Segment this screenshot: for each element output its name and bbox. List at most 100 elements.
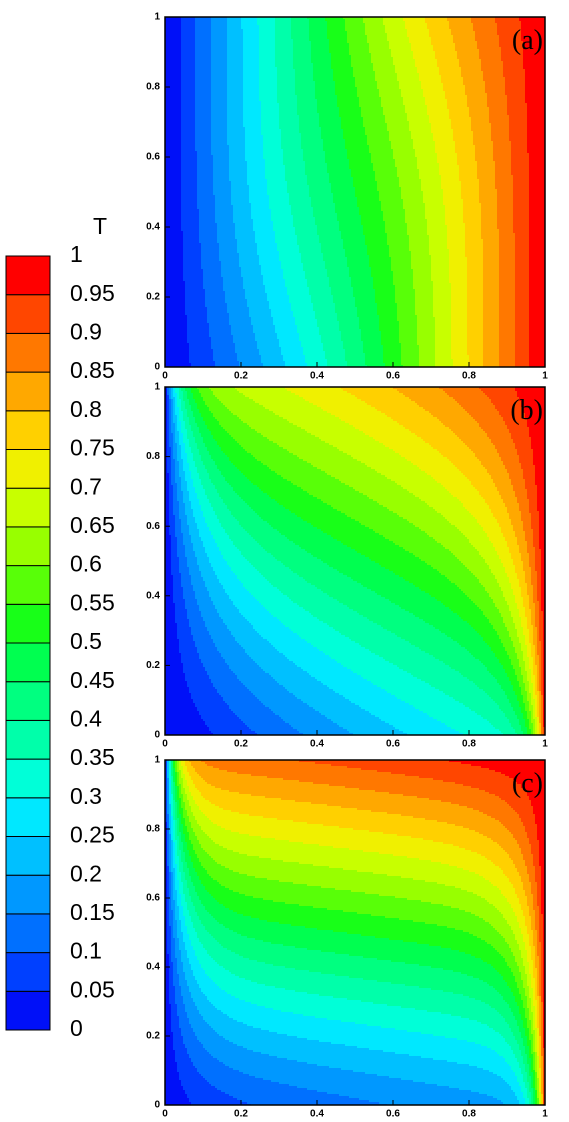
contour-band: [457, 435, 487, 438]
contour-band: [243, 117, 261, 120]
contour-band: [165, 55, 181, 58]
contour-band: [381, 411, 429, 414]
contour-band: [515, 353, 529, 356]
contour-band: [365, 33, 387, 36]
contour-band: [449, 491, 479, 494]
contour-band: [173, 407, 175, 410]
contour-band: [455, 143, 473, 146]
contour-band: [305, 359, 327, 362]
contour-band: [257, 347, 281, 350]
contour-band: [477, 165, 495, 168]
contour-band: [365, 353, 383, 356]
contour-band: [165, 405, 167, 408]
contour-band: [171, 413, 173, 416]
contour-band: [211, 147, 229, 150]
contour-band: [205, 521, 219, 524]
contour-band: [177, 457, 181, 460]
contour-band: [165, 303, 185, 306]
contour-band: [483, 429, 509, 432]
contour-band: [491, 129, 509, 132]
contour-band: [383, 217, 405, 220]
contour-band: [241, 25, 259, 28]
contour-band: [165, 19, 181, 22]
contour-band: [181, 23, 195, 26]
contour-band: [235, 229, 253, 232]
contour-band: [443, 201, 463, 204]
contour-band: [413, 141, 435, 144]
contour-band: [165, 293, 185, 296]
contour-band: [419, 175, 441, 178]
contour-band: [453, 39, 475, 42]
contour-band: [333, 297, 355, 300]
contour-band: [315, 317, 337, 320]
contour-band: [529, 255, 545, 258]
contour-band: [213, 159, 229, 162]
contour-band: [531, 445, 545, 448]
contour-band: [529, 297, 545, 300]
contour-band: [323, 141, 345, 144]
contour-band: [387, 39, 409, 42]
contour-band: [509, 123, 527, 126]
contour-band: [195, 441, 203, 444]
contour-band: [493, 149, 511, 152]
contour-band: [529, 357, 545, 360]
contour-band: [483, 277, 499, 280]
contour-band: [187, 319, 207, 322]
contour-band: [341, 387, 393, 390]
contour-band: [423, 197, 443, 200]
contour-band: [183, 263, 201, 266]
contour-band: [165, 105, 181, 108]
contour-band: [387, 415, 433, 418]
contour-band: [319, 237, 341, 240]
contour-band: [507, 95, 525, 98]
contour-band: [211, 129, 227, 132]
contour-band: [315, 217, 337, 220]
contour-band: [483, 335, 499, 338]
contour-band: [165, 285, 185, 288]
contour-band: [301, 255, 323, 258]
contour-band: [309, 291, 331, 294]
contour-band: [277, 95, 297, 98]
contour-band: [275, 241, 297, 244]
contour-band: [253, 227, 273, 230]
contour-band: [435, 361, 453, 364]
contour-band: [171, 471, 175, 474]
contour-band: [221, 525, 241, 528]
contour-band: [257, 243, 277, 246]
contour-band: [433, 283, 451, 286]
contour-band: [397, 305, 415, 308]
contour-band: [185, 407, 191, 410]
contour-band: [361, 107, 383, 110]
contour-band: [417, 71, 439, 74]
contour-band: [425, 19, 447, 22]
contour-band: [511, 143, 527, 146]
contour-band: [499, 269, 515, 272]
contour-band: [165, 243, 183, 246]
contour-band: [165, 509, 169, 512]
contour-band: [411, 257, 431, 260]
contour-band: [429, 237, 447, 240]
contour-band: [169, 497, 173, 500]
contour-band: [393, 271, 413, 274]
contour-band: [329, 279, 351, 282]
contour-band: [435, 349, 451, 352]
contour-band: [165, 331, 187, 334]
contour-band: [455, 465, 483, 468]
contour-band: [427, 23, 449, 26]
contour-band: [209, 409, 229, 412]
contour-band: [199, 225, 217, 228]
contour-band: [325, 355, 345, 358]
contour-band: [259, 93, 277, 96]
contour-band: [195, 83, 211, 86]
contour-band: [461, 187, 479, 190]
contour-band: [181, 139, 195, 142]
contour-band: [269, 305, 291, 308]
contour-band: [433, 307, 451, 310]
contour-band: [361, 215, 383, 218]
contour-band: [181, 93, 195, 96]
contour-band: [243, 447, 283, 450]
contour-band: [401, 351, 419, 354]
contour-band: [529, 353, 545, 356]
contour-band: [241, 419, 287, 422]
contour-band: [167, 399, 169, 402]
